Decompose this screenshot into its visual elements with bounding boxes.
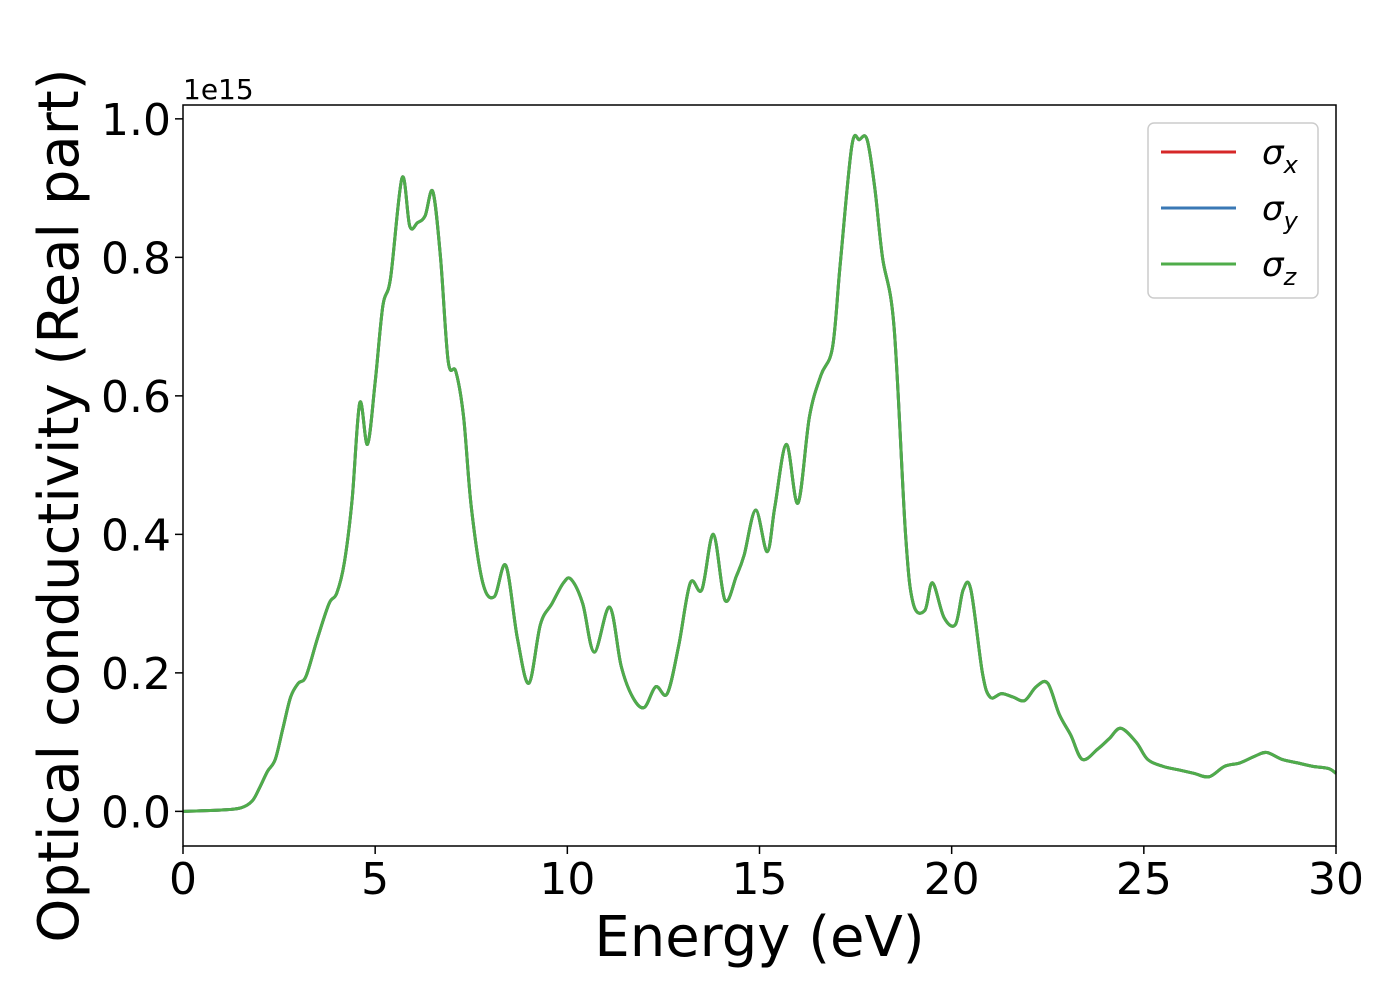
y-tick-label: 0.4: [101, 510, 171, 561]
series-lines: [182, 134, 1337, 813]
legend: σx σy σz: [1147, 122, 1319, 299]
x-tick-label: 10: [539, 854, 595, 905]
x-tick-label: 20: [924, 854, 980, 905]
series-line-z: [182, 134, 1337, 813]
y-axis-title: Optical conductivity (Real part): [27, 68, 92, 942]
legend-box: [1147, 122, 1319, 299]
y-axis-ticks: 0.0 0.2 0.4 0.6 0.8 1.0: [101, 95, 183, 838]
legend-label-x: σx: [1262, 133, 1299, 179]
x-tick-label: 25: [1116, 854, 1172, 905]
y-tick-label: 0.0: [101, 787, 171, 838]
x-axis-title: Energy (eV): [594, 905, 924, 970]
x-tick-label: 15: [732, 854, 788, 905]
y-tick-label: 0.6: [101, 372, 171, 423]
y-tick-label: 0.2: [101, 649, 171, 700]
x-tick-label: 0: [169, 854, 197, 905]
y-offset-label: 1e15: [183, 73, 254, 106]
legend-label-z: σz: [1262, 245, 1298, 291]
x-axis-ticks: 0 5 10 15 20 25 30: [169, 846, 1364, 905]
y-tick-label: 0.8: [101, 233, 171, 284]
x-tick-label: 5: [361, 854, 389, 905]
y-tick-label: 1.0: [101, 95, 171, 146]
x-tick-label: 30: [1308, 854, 1364, 905]
legend-label-y: σy: [1262, 189, 1299, 235]
